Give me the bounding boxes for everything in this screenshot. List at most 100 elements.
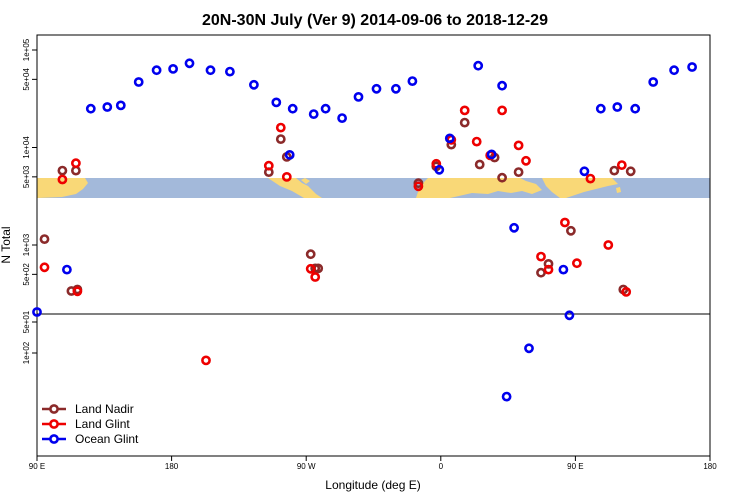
y-tick-label: 1e+03 xyxy=(22,233,31,256)
ocean-glint-point xyxy=(32,307,42,317)
land-nadir-point xyxy=(497,172,507,183)
ocean-glint-point xyxy=(486,149,497,160)
land-glint-point xyxy=(572,258,582,269)
map-land-india-asia xyxy=(542,178,618,198)
land-nadir-point xyxy=(57,165,68,176)
x-tick-label: 180 xyxy=(703,462,717,471)
y-tick-label: 1e+05 xyxy=(22,38,31,61)
y-tick-label: 5e+02 xyxy=(22,263,31,286)
y-axis-label: N Total xyxy=(0,226,13,263)
ocean-glint-point xyxy=(630,103,641,114)
ocean-glint-point xyxy=(184,58,195,69)
x-axis-label: Longitude (deg E) xyxy=(325,478,420,492)
y-tick-label: 5e+04 xyxy=(22,68,31,91)
legend-marker-ocean-glint xyxy=(49,434,59,444)
land-glint-point xyxy=(413,181,424,192)
land-glint-point xyxy=(459,105,470,116)
land-glint-point xyxy=(521,155,531,166)
data-points xyxy=(32,58,697,402)
ocean-glint-point xyxy=(595,103,606,114)
ocean-glint-point xyxy=(287,103,298,114)
ocean-glint-point xyxy=(407,76,418,86)
x-axis: 90 E 180 90 W 0 90 E 180 xyxy=(29,456,717,471)
land-glint-point xyxy=(585,173,596,184)
map-land-north-america xyxy=(268,178,322,198)
x-tick-label: 90 E xyxy=(567,462,583,471)
ocean-glint-point xyxy=(308,109,319,119)
land-glint-point xyxy=(471,136,482,147)
chart-title: 20N-30N July (Ver 9) 2014-09-06 to 2018-… xyxy=(202,12,548,29)
ocean-glint-point xyxy=(62,264,72,275)
ocean-glint-point xyxy=(102,102,113,112)
land-glint-point xyxy=(616,160,627,170)
land-glint-point xyxy=(536,251,546,262)
land-nadir-point xyxy=(543,258,554,269)
ocean-glint-point xyxy=(501,391,512,402)
legend-marker-land-glint xyxy=(49,419,59,429)
y-tick-label: 5e+01 xyxy=(22,310,31,333)
land-glint-point xyxy=(543,264,554,275)
ocean-glint-point xyxy=(390,83,401,94)
map-land-taiwan xyxy=(616,187,621,193)
ocean-glint-point xyxy=(224,66,235,77)
land-glint-point xyxy=(305,263,316,274)
ocean-glint-point xyxy=(669,65,679,76)
ocean-glint-point xyxy=(564,310,575,321)
ocean-glint-point xyxy=(168,64,178,74)
x-tick-label: 0 xyxy=(439,462,444,471)
map-land-mexico-caribbean xyxy=(301,178,310,184)
land-glint-point xyxy=(281,171,292,182)
land-nadir-point xyxy=(536,267,546,278)
x-tick-label: 90 E xyxy=(29,462,45,471)
ocean-glint-point xyxy=(434,164,445,175)
ocean-glint-point xyxy=(444,133,455,144)
y-axis: 1e+03 5e+03 1e+04 5e+04 1e+05 5e+02 5e+01 1e+02 xyxy=(22,38,37,364)
ocean-glint-point xyxy=(524,343,534,354)
y-tick-label: 1e+02 xyxy=(22,341,31,364)
ocean-glint-point xyxy=(151,65,162,76)
land-nadir-point xyxy=(275,134,286,144)
ocean-glint-point xyxy=(353,92,364,102)
land-glint-point xyxy=(621,286,632,297)
ocean-glint-point xyxy=(320,103,331,114)
legend-label-ocean-glint: Ocean Glint xyxy=(75,432,139,446)
y-tick-label: 1e+04 xyxy=(22,136,31,159)
land-glint-point xyxy=(263,160,274,171)
land-nadir-point xyxy=(566,225,576,236)
land-glint-point xyxy=(57,174,68,185)
y-tick-label: 5e+03 xyxy=(22,165,31,188)
ocean-glint-point xyxy=(497,80,507,91)
ocean-glint-point xyxy=(579,166,590,177)
land-glint-point xyxy=(72,286,83,297)
plot-box xyxy=(36,34,711,457)
map-land-africa-arabia xyxy=(416,178,542,198)
ocean-glint-point xyxy=(115,100,126,111)
ocean-glint-point xyxy=(371,83,382,94)
ocean-glint-point xyxy=(133,77,144,87)
ocean-glint-point xyxy=(85,103,96,114)
ocean-glint-point xyxy=(648,77,659,87)
world-map xyxy=(37,178,710,198)
ocean-glint-point xyxy=(284,149,295,160)
land-glint-point xyxy=(497,105,507,116)
ocean-glint-point xyxy=(271,97,282,108)
land-glint-point xyxy=(71,158,81,169)
land-glint-point xyxy=(201,355,211,366)
ocean-glint-point xyxy=(612,102,623,112)
land-nadir-point xyxy=(305,249,316,260)
land-glint-point xyxy=(513,140,524,151)
land-nadir-point xyxy=(39,234,50,244)
legend-marker-land-nadir xyxy=(49,404,59,414)
ocean-glint-point xyxy=(205,65,216,76)
land-nadir-point xyxy=(474,159,485,170)
land-glint-point xyxy=(275,122,286,133)
ocean-glint-point xyxy=(558,264,569,275)
ocean-glint-point xyxy=(687,62,697,72)
x-tick-label: 180 xyxy=(165,462,179,471)
land-nadir-point xyxy=(625,166,636,177)
map-ocean xyxy=(37,178,710,198)
land-nadir-point xyxy=(459,117,470,128)
legend-label-land-glint: Land Glint xyxy=(75,417,130,431)
